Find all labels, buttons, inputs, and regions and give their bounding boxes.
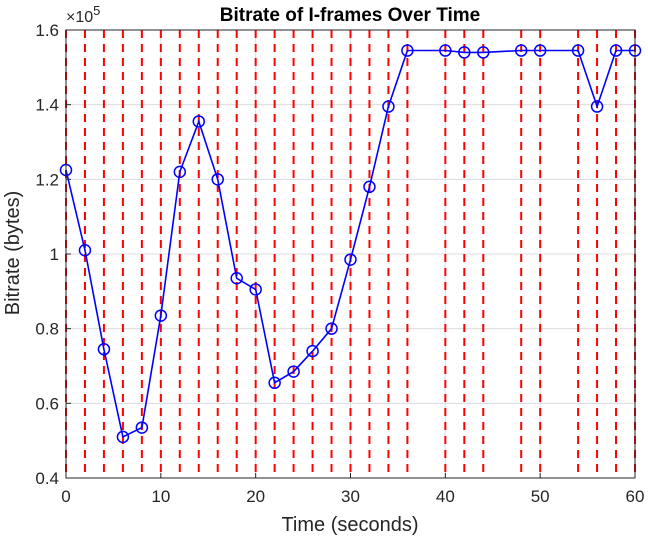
tick-layer: 0.4 0.6 0.8 1 1.2 1.4 1.6 0 10 20 30 40 50 60 (35, 21, 644, 506)
x-tick-label: 60 (626, 487, 645, 506)
data-point-marker (344, 253, 357, 266)
x-tick-label: 40 (436, 487, 455, 506)
y-tick-label: 0.8 (35, 320, 59, 339)
y-tick-label: 1 (50, 245, 59, 264)
series-line (65, 49, 635, 439)
x-tick-label: 10 (151, 487, 170, 506)
x-tick-label: 50 (531, 487, 550, 506)
data-point-marker (306, 344, 319, 358)
y-exponent-base: ×10 (66, 9, 93, 26)
data-point-marker (439, 44, 452, 57)
x-axis-label: Time (seconds) (281, 514, 418, 536)
data-point-marker (609, 44, 623, 57)
y-tick-label: 0.6 (35, 394, 59, 413)
data-point-marker (363, 180, 376, 194)
x-tick-label: 0 (61, 487, 70, 506)
data-point-marker (477, 46, 490, 59)
y-axis-label: Bitrate (bytes) (2, 191, 24, 315)
data-point-marker (571, 44, 585, 57)
data-point-marker (514, 44, 528, 57)
y-exponent-power: 5 (93, 3, 100, 18)
data-point-marker (173, 165, 187, 179)
chart-title: Bitrate of I-frames Over Time (220, 5, 480, 26)
data-point-marker (249, 283, 262, 296)
data-point-marker (458, 46, 471, 59)
y-tick-label: 0.4 (35, 469, 59, 488)
y-axis-exponent: ×105 (66, 3, 100, 26)
data-point-marker (192, 115, 206, 128)
data-point-marker (230, 272, 243, 285)
y-tick-label: 1.6 (35, 21, 59, 40)
data-point-marker (97, 342, 111, 356)
series-layer (59, 44, 642, 444)
data-point-marker (116, 430, 130, 444)
x-tick-label: 20 (246, 487, 265, 506)
data-point-marker (325, 322, 338, 335)
data-point-marker (154, 309, 168, 322)
data-point-marker (78, 244, 92, 257)
data-point-marker (401, 44, 414, 57)
y-tick-label: 1.4 (35, 96, 59, 115)
data-point-marker (268, 376, 281, 390)
data-point-marker (287, 365, 300, 378)
x-tick-label: 30 (341, 487, 360, 506)
data-point-marker (382, 100, 395, 113)
y-tick-label: 1.2 (35, 170, 59, 189)
data-point-marker (590, 100, 604, 113)
data-point-marker (135, 421, 149, 434)
data-point-marker (211, 173, 224, 186)
data-point-marker (533, 44, 547, 57)
